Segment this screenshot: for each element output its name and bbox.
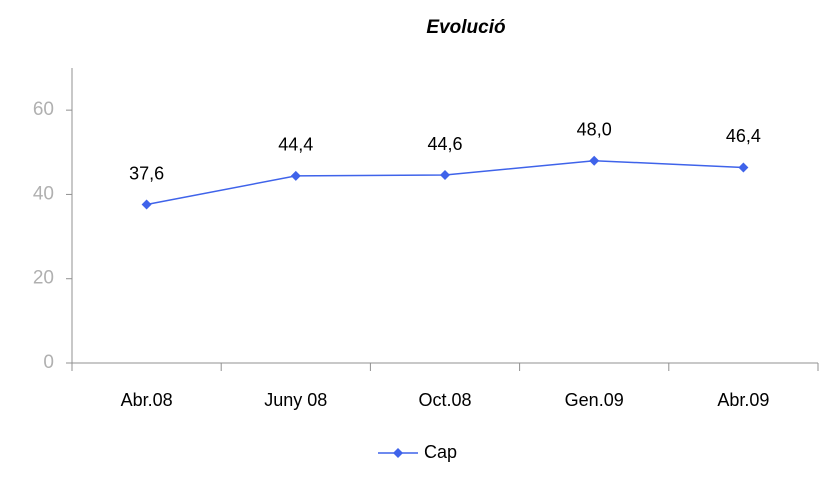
x-tick-label: Gen.09 (565, 390, 624, 410)
y-tick-label: 20 (33, 268, 54, 289)
data-label: 48,0 (577, 119, 612, 139)
chart-title: Evolució (426, 17, 505, 38)
data-point (440, 170, 450, 181)
data-label: 46,4 (726, 126, 761, 146)
y-tick-label: 60 (33, 99, 54, 120)
y-tick-label: 40 (33, 183, 54, 204)
x-tick-label: Juny 08 (264, 390, 327, 410)
data-point (141, 199, 152, 210)
data-label: 44,6 (427, 134, 462, 154)
x-tick-label: Abr.09 (717, 390, 769, 410)
data-label: 37,6 (129, 163, 164, 183)
data-point (290, 170, 301, 181)
legend-marker (393, 448, 403, 458)
x-tick-label: Oct.08 (418, 390, 471, 410)
series-line (146, 159, 744, 206)
data-label: 44,4 (278, 135, 313, 155)
y-tick-label: 0 (43, 352, 54, 373)
data-point (738, 162, 749, 173)
legend-label: Cap (424, 442, 457, 462)
x-tick-label: Abr.08 (121, 390, 173, 410)
data-point (589, 155, 600, 166)
